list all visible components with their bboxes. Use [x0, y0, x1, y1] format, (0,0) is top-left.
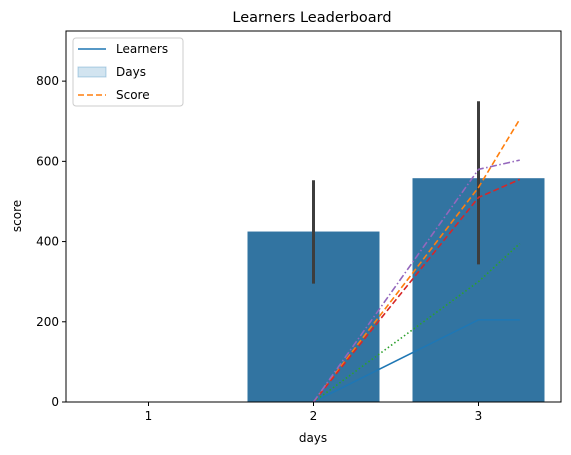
series-lines-group [312, 118, 521, 402]
legend-label-score: Score [116, 88, 150, 102]
y-tick-label: 800 [36, 74, 59, 88]
x-tick-label: 3 [475, 409, 483, 423]
y-tick-label: 600 [36, 154, 59, 168]
y-tick-label: 0 [51, 395, 59, 409]
x-tick-label: 2 [310, 409, 318, 423]
series-line-5 [312, 159, 520, 402]
y-axis-label: score [10, 200, 24, 232]
y-tick-label: 200 [36, 315, 59, 329]
series-line-2 [312, 118, 521, 402]
bars-group [247, 178, 545, 402]
legend-label-days: Days [116, 65, 146, 79]
x-axis-ticks: 1 2 3 [145, 402, 483, 423]
legend: Learners Days Score [72, 37, 184, 107]
series-line-4 [312, 178, 521, 402]
legend-swatch-days [77, 66, 107, 78]
chart-title: Learners Leaderboard [232, 10, 391, 26]
series-line-3 [313, 242, 521, 402]
legend-box [72, 37, 184, 107]
y-axis-ticks: 0 200 400 600 800 [36, 74, 66, 409]
x-axis-label: days [299, 431, 327, 445]
series-line-1 [313, 318, 520, 402]
x-tick-label: 1 [145, 409, 153, 423]
error-bars-group [312, 101, 480, 284]
legend-label-learners: Learners [116, 42, 168, 56]
y-tick-label: 400 [36, 235, 59, 249]
